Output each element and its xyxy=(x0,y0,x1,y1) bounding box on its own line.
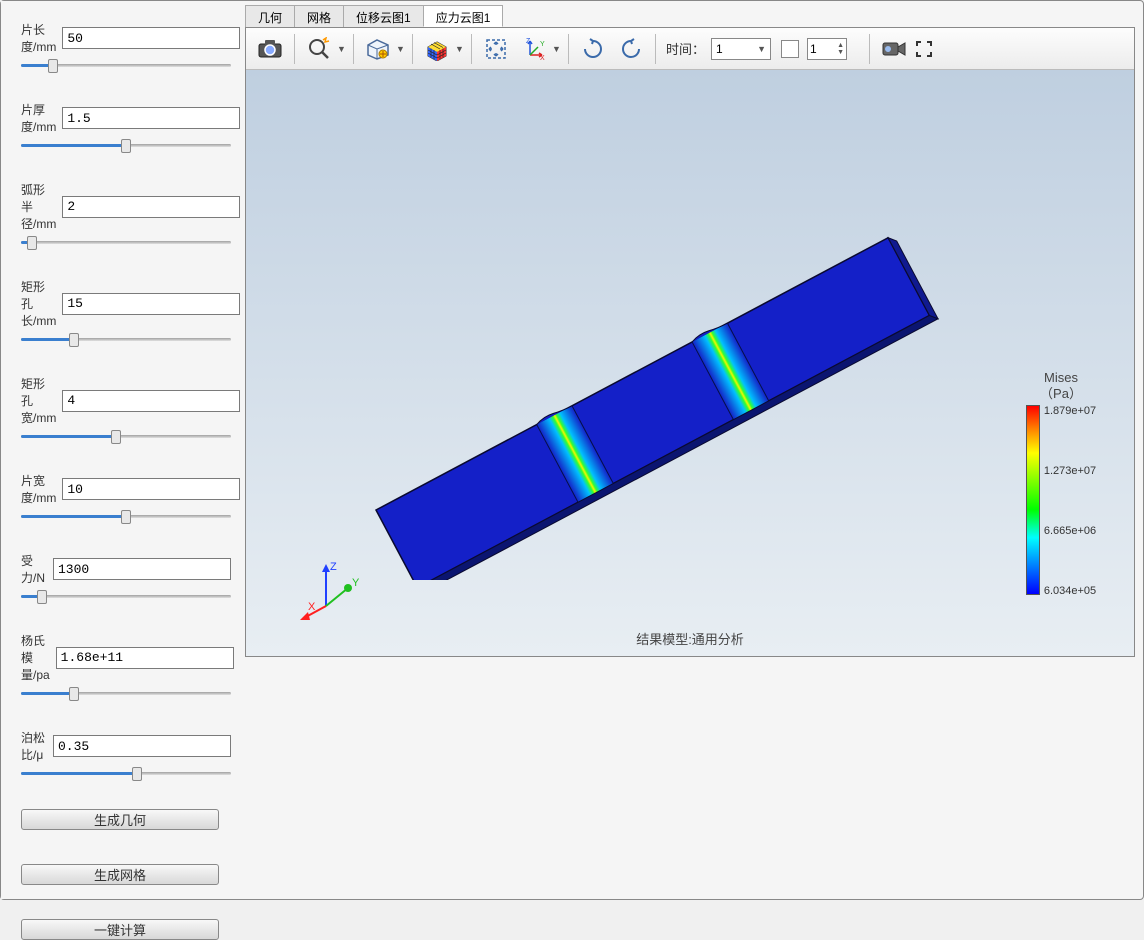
time-value: 1 xyxy=(716,42,723,56)
video-camera-icon[interactable] xyxy=(876,32,912,66)
tab-bar: 几何网格位移云图1应力云图1 xyxy=(245,5,1135,27)
result-model-label: 结果模型:通用分析 xyxy=(636,629,744,648)
svg-text:Z: Z xyxy=(330,561,337,573)
tab-2[interactable]: 位移云图1 xyxy=(343,5,424,27)
legend-colorbar xyxy=(1026,405,1040,595)
param-input-2[interactable] xyxy=(62,196,240,218)
fullscreen-icon[interactable] xyxy=(914,32,934,66)
param-input-7[interactable] xyxy=(56,647,234,669)
tab-1[interactable]: 网格 xyxy=(294,5,344,27)
param-slider-7[interactable] xyxy=(21,687,231,701)
viewer-frame: ▼ ▼ xyxy=(245,27,1135,657)
viewport-3d[interactable]: Z X Y Mises （Pa） 1.879e+07 xyxy=(246,70,1134,656)
generate-mesh-button[interactable]: 生成网格 xyxy=(21,864,219,885)
camera-icon[interactable] xyxy=(252,32,288,66)
tab-0[interactable]: 几何 xyxy=(245,5,295,27)
zoom-dropdown-icon[interactable]: ▼ xyxy=(337,44,347,54)
param-slider-2[interactable] xyxy=(21,236,231,250)
param-slider-4[interactable] xyxy=(21,430,231,444)
param-input-8[interactable] xyxy=(53,735,231,757)
fit-view-icon[interactable] xyxy=(478,32,514,66)
time-label: 时间： xyxy=(666,39,705,58)
axis-view-icon[interactable]: Z Y X xyxy=(516,32,552,66)
param-label-1: 片厚度/mm xyxy=(21,101,56,135)
param-input-4[interactable] xyxy=(62,390,240,412)
param-label-3: 矩形孔长/mm xyxy=(21,278,56,329)
rotate-cw-icon[interactable] xyxy=(575,32,611,66)
svg-text:X: X xyxy=(308,601,316,613)
param-slider-0[interactable] xyxy=(21,59,231,73)
zoom-icon[interactable] xyxy=(301,32,337,66)
param-slider-6[interactable] xyxy=(21,590,231,604)
param-label-5: 片宽度/mm xyxy=(21,472,56,506)
param-input-3[interactable] xyxy=(62,293,240,315)
box-dropdown-icon[interactable]: ▼ xyxy=(396,44,406,54)
calculate-button[interactable]: 一键计算 xyxy=(21,919,219,940)
generate-geometry-button[interactable]: 生成几何 xyxy=(21,809,219,830)
param-label-6: 受力/N xyxy=(21,552,47,586)
frame-spinner[interactable]: 1 ▲▼ xyxy=(807,38,847,60)
svg-text:Z: Z xyxy=(526,38,531,45)
rotate-ccw-icon[interactable] xyxy=(613,32,649,66)
rubik-cube-icon[interactable] xyxy=(419,32,455,66)
sidebar: 片长度/mm 片厚度/mm 弧形半径/mm 矩形孔长/mm xyxy=(1,1,241,899)
axis-triad-icon: Z X Y xyxy=(296,556,366,626)
svg-text:Y: Y xyxy=(540,41,545,48)
color-legend: Mises （Pa） 1.879e+07 1.273e+07 6.665e+06 6.… xyxy=(1006,370,1116,597)
viewer-toolbar: ▼ ▼ xyxy=(246,28,1134,70)
param-input-1[interactable] xyxy=(62,107,240,129)
time-select[interactable]: 1 ▼ xyxy=(711,38,771,60)
svg-text:X: X xyxy=(540,55,545,61)
legend-tick-0: 1.879e+07 xyxy=(1044,405,1096,417)
frame-value: 1 xyxy=(810,42,817,56)
param-label-8: 泊松比/μ xyxy=(21,729,47,763)
param-label-2: 弧形半径/mm xyxy=(21,181,56,232)
box-select-icon[interactable] xyxy=(360,32,396,66)
param-input-0[interactable] xyxy=(62,27,240,49)
legend-tick-3: 6.034e+05 xyxy=(1044,585,1096,597)
param-label-4: 矩形孔宽/mm xyxy=(21,375,56,426)
tab-3[interactable]: 应力云图1 xyxy=(423,5,504,27)
cube-dropdown-icon[interactable]: ▼ xyxy=(455,44,465,54)
param-label-0: 片长度/mm xyxy=(21,21,56,55)
param-input-5[interactable] xyxy=(62,478,240,500)
legend-tick-2: 6.665e+06 xyxy=(1044,525,1096,537)
svg-text:Y: Y xyxy=(352,577,360,589)
param-slider-1[interactable] xyxy=(21,139,231,153)
main-panel: 几何网格位移云图1应力云图1 xyxy=(241,1,1143,899)
param-label-7: 杨氏模量/pa xyxy=(21,632,50,683)
legend-tick-1: 1.273e+07 xyxy=(1044,465,1096,477)
param-slider-8[interactable] xyxy=(21,767,231,781)
axis-dropdown-icon[interactable]: ▼ xyxy=(552,44,562,54)
param-input-6[interactable] xyxy=(53,558,231,580)
legend-title: Mises xyxy=(1044,370,1078,385)
legend-unit: （Pa） xyxy=(1040,386,1082,401)
param-slider-5[interactable] xyxy=(21,510,231,524)
param-slider-3[interactable] xyxy=(21,333,231,347)
stop-button[interactable] xyxy=(781,40,799,58)
